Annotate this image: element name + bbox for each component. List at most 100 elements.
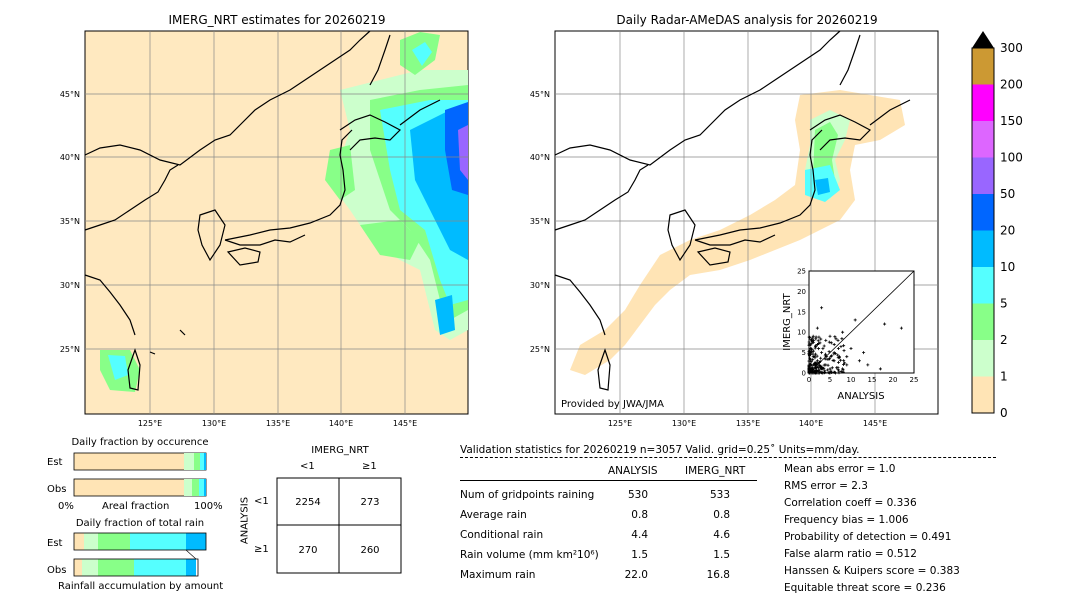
scatter-point xyxy=(823,354,827,358)
scatter-point xyxy=(842,362,846,366)
scatter-point xyxy=(815,326,819,330)
scatter-point xyxy=(810,366,814,370)
occurrence-seg xyxy=(192,479,199,496)
left-map-rain xyxy=(100,32,468,392)
lon-tick: 140°E xyxy=(329,419,353,428)
scatter-point xyxy=(815,365,819,369)
scatter-point xyxy=(829,355,833,359)
lon-tick: 135°E xyxy=(266,419,290,428)
scatter-point xyxy=(857,359,861,363)
lon-tick: 145°E xyxy=(393,419,417,428)
score-pod: Probability of detection = 0.491 xyxy=(784,531,952,543)
scatter-point xyxy=(834,371,838,375)
lon-tick: 140°E xyxy=(799,419,823,428)
score-ets: Equitable threat score = 0.236 xyxy=(784,582,946,594)
occurrence-xlabel-right: 100% xyxy=(194,501,223,512)
colorbar-band xyxy=(972,121,994,158)
scatter-point xyxy=(807,335,811,339)
scatter-point xyxy=(819,370,823,374)
rain-seg xyxy=(74,533,84,550)
scatter-point xyxy=(841,330,845,334)
scatter-point xyxy=(813,361,817,365)
rain-seg xyxy=(186,533,206,550)
right-map-lat-ticks: 45°N 40°N 35°N 30°N 25°N xyxy=(530,90,550,354)
contingency-row-ge1: ≥1 xyxy=(254,544,269,555)
scatter-y-tick: 5 xyxy=(802,349,806,357)
scatter-xlabel: ANALYSIS xyxy=(837,391,884,402)
scatter-x-tick: 25 xyxy=(910,376,919,384)
scatter-y-tick: 20 xyxy=(797,288,806,296)
scatter-point xyxy=(807,342,811,346)
scatter-point xyxy=(853,318,857,322)
scatter-point xyxy=(839,370,843,374)
occurrence-seg xyxy=(194,453,200,470)
validation-row-b: 16.8 xyxy=(706,569,730,581)
scatter-point xyxy=(837,371,841,375)
colorbar-label: 0 xyxy=(1000,406,1008,420)
colorbar-label: 200 xyxy=(1000,78,1023,92)
colorbar-band xyxy=(972,194,994,231)
rain-fraction-title: Daily fraction of total rain xyxy=(75,518,205,529)
lat-tick: 30°N xyxy=(530,281,550,290)
scatter-point xyxy=(836,367,840,371)
lat-tick: 45°N xyxy=(60,90,80,99)
scatter-point xyxy=(862,351,866,355)
validation-row-a: 22.0 xyxy=(624,569,648,581)
contingency-title: IMERG_NRT xyxy=(311,445,369,456)
occurrence-title: Daily fraction by occurence xyxy=(71,437,209,448)
scatter-point xyxy=(811,358,815,362)
scatter-point xyxy=(843,361,847,365)
colorbar-label: 1 xyxy=(1000,370,1008,384)
rain-seg xyxy=(186,559,196,576)
scatter-point xyxy=(839,345,843,349)
scatter-point xyxy=(818,341,822,345)
rain-seg xyxy=(130,533,186,550)
scatter-point xyxy=(809,338,813,342)
right-map: 45°N 40°N 35°N 30°N 25°N 125°E 130°E 135… xyxy=(530,30,939,428)
contingency-cell: 260 xyxy=(360,545,379,556)
colorbar-band xyxy=(972,303,994,340)
right-map-lon-ticks: 125°E 130°E 135°E 140°E 145°E xyxy=(608,419,887,428)
scatter-point xyxy=(809,360,813,364)
scatter-point xyxy=(821,367,825,371)
right-map-rain xyxy=(570,90,905,375)
scatter-point xyxy=(828,334,832,338)
scatter-point xyxy=(808,371,812,375)
scatter-point xyxy=(825,357,829,361)
colorbar-band xyxy=(972,157,994,194)
colorbar-band xyxy=(972,84,994,121)
rain-row-obs: Obs xyxy=(47,565,67,576)
colorbar-label: 100 xyxy=(1000,151,1023,165)
score-mae: Mean abs error = 1.0 xyxy=(784,463,896,475)
lon-tick: 130°E xyxy=(672,419,696,428)
validation-row-a: 1.5 xyxy=(631,549,648,561)
contingency-col-ge1: ≥1 xyxy=(362,461,377,472)
colorbar-label: 20 xyxy=(1000,224,1015,238)
scatter-point xyxy=(807,370,811,374)
scatter-point xyxy=(840,337,844,341)
occurrence-seg xyxy=(199,479,204,496)
rain-seg xyxy=(74,559,82,576)
contingency-cell: 2254 xyxy=(295,497,320,508)
scatter-point xyxy=(833,351,837,355)
scatter-point xyxy=(808,356,812,360)
scatter-point xyxy=(808,349,812,353)
scatter-point xyxy=(817,347,821,351)
validation-row-label: Conditional rain xyxy=(460,529,544,541)
scatter-point xyxy=(807,365,811,369)
validation-row-a: 530 xyxy=(627,489,648,501)
validation-row-a: 4.4 xyxy=(631,529,648,541)
scatter-point xyxy=(821,347,825,351)
scatter-x-tick: 5 xyxy=(828,376,832,384)
scatter-point xyxy=(815,359,819,363)
rain-bar-est xyxy=(73,532,207,551)
scatter-point xyxy=(818,359,822,363)
scatter-point xyxy=(829,341,833,345)
scatter-point xyxy=(812,369,816,373)
scatter-point xyxy=(866,363,870,367)
scatter-point xyxy=(819,356,823,360)
scatter-point xyxy=(814,335,818,339)
scatter-point xyxy=(814,344,818,348)
scatter-point xyxy=(833,335,837,339)
colorbar-band xyxy=(972,267,994,304)
